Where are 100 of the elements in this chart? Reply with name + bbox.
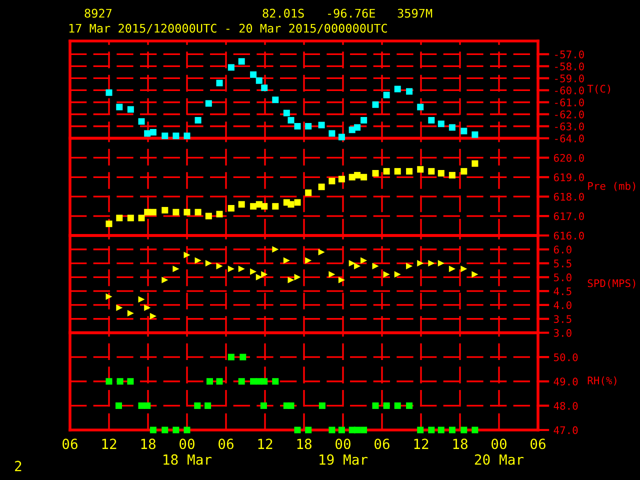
point	[472, 426, 478, 434]
y-tick-label: -59.0	[555, 74, 584, 82]
point	[460, 426, 468, 434]
point	[261, 271, 268, 278]
y-tick-label: 3.0	[554, 329, 572, 337]
x-tick-label: 06	[374, 438, 390, 450]
y-tick-label: 619.0	[554, 173, 584, 182]
point	[256, 274, 262, 280]
point	[438, 426, 444, 434]
point	[372, 170, 379, 177]
point	[305, 189, 312, 196]
y-tick-label: -62.0	[555, 110, 584, 118]
point	[150, 312, 156, 320]
point	[383, 168, 390, 175]
point	[372, 402, 379, 409]
point	[228, 354, 234, 360]
point	[318, 122, 325, 128]
point	[261, 84, 268, 92]
point	[428, 116, 435, 124]
point	[305, 426, 312, 434]
y-axis-title: Pre (mb)	[588, 182, 636, 192]
point	[194, 116, 202, 124]
point	[360, 174, 368, 180]
point	[338, 176, 345, 182]
y-tick-label: 4.0	[554, 301, 572, 310]
point	[406, 168, 413, 175]
point	[354, 172, 361, 178]
point	[106, 293, 112, 300]
point	[360, 257, 368, 264]
point	[228, 205, 234, 212]
point	[138, 296, 145, 303]
point	[250, 268, 257, 275]
point	[272, 378, 279, 385]
point	[328, 271, 336, 278]
point	[228, 266, 234, 272]
x-tick-label: 06	[530, 438, 546, 450]
point	[216, 80, 223, 86]
point	[238, 58, 245, 65]
text: 2	[15, 460, 22, 472]
point	[438, 120, 444, 128]
point	[261, 378, 268, 385]
point	[194, 402, 201, 409]
x-tick-label: 12	[102, 438, 116, 449]
point	[472, 271, 478, 278]
point	[438, 260, 444, 267]
point	[127, 106, 134, 113]
point	[106, 378, 112, 385]
point	[162, 132, 168, 140]
x-tick-label: 06	[62, 438, 78, 450]
point	[150, 426, 156, 434]
point	[144, 304, 151, 311]
point	[318, 184, 325, 190]
y-tick-label: 617.0	[554, 212, 584, 220]
y-tick-label: -58.0	[555, 62, 584, 70]
point	[144, 130, 151, 137]
point	[184, 426, 190, 434]
y-tick-label: 3.5	[554, 315, 572, 323]
point	[116, 378, 124, 385]
point	[150, 208, 156, 216]
point	[428, 260, 435, 267]
y-tick-label: 5.5	[554, 260, 572, 268]
point	[328, 178, 336, 184]
point	[144, 402, 151, 409]
point	[448, 426, 456, 434]
point	[162, 206, 168, 214]
y-tick-label: 49.0	[554, 378, 578, 386]
point	[372, 101, 379, 108]
point	[428, 426, 435, 434]
point	[394, 168, 401, 175]
y-tick-label: 618.0	[554, 192, 584, 201]
x-tick-label: 00 18 Mar	[164, 438, 212, 465]
point	[288, 276, 294, 284]
point	[328, 426, 336, 434]
x-tick-label: 00 19 Mar	[320, 438, 368, 465]
point	[417, 426, 424, 434]
point	[172, 426, 180, 434]
point	[206, 378, 214, 385]
point	[354, 124, 361, 131]
point	[138, 118, 145, 125]
point	[460, 128, 468, 134]
point	[294, 199, 301, 206]
point	[460, 266, 468, 272]
y-axis-title: RH(%)	[588, 376, 616, 386]
point	[288, 116, 294, 124]
point	[354, 426, 361, 434]
y-axis-title: SPD(MPS)	[588, 279, 636, 288]
x-tick-label: 00 20 Mar	[474, 438, 524, 465]
point	[194, 208, 202, 216]
point	[172, 132, 180, 140]
point	[318, 402, 326, 409]
point	[116, 214, 123, 222]
point	[472, 160, 478, 167]
y-tick-label: -60.0	[555, 86, 584, 94]
y-axis-title: T(C)	[587, 84, 610, 94]
point	[383, 402, 390, 409]
y-tick-label: 5.0	[554, 273, 572, 282]
point	[115, 402, 122, 409]
point	[383, 271, 390, 278]
point	[406, 402, 413, 409]
point	[360, 426, 368, 434]
